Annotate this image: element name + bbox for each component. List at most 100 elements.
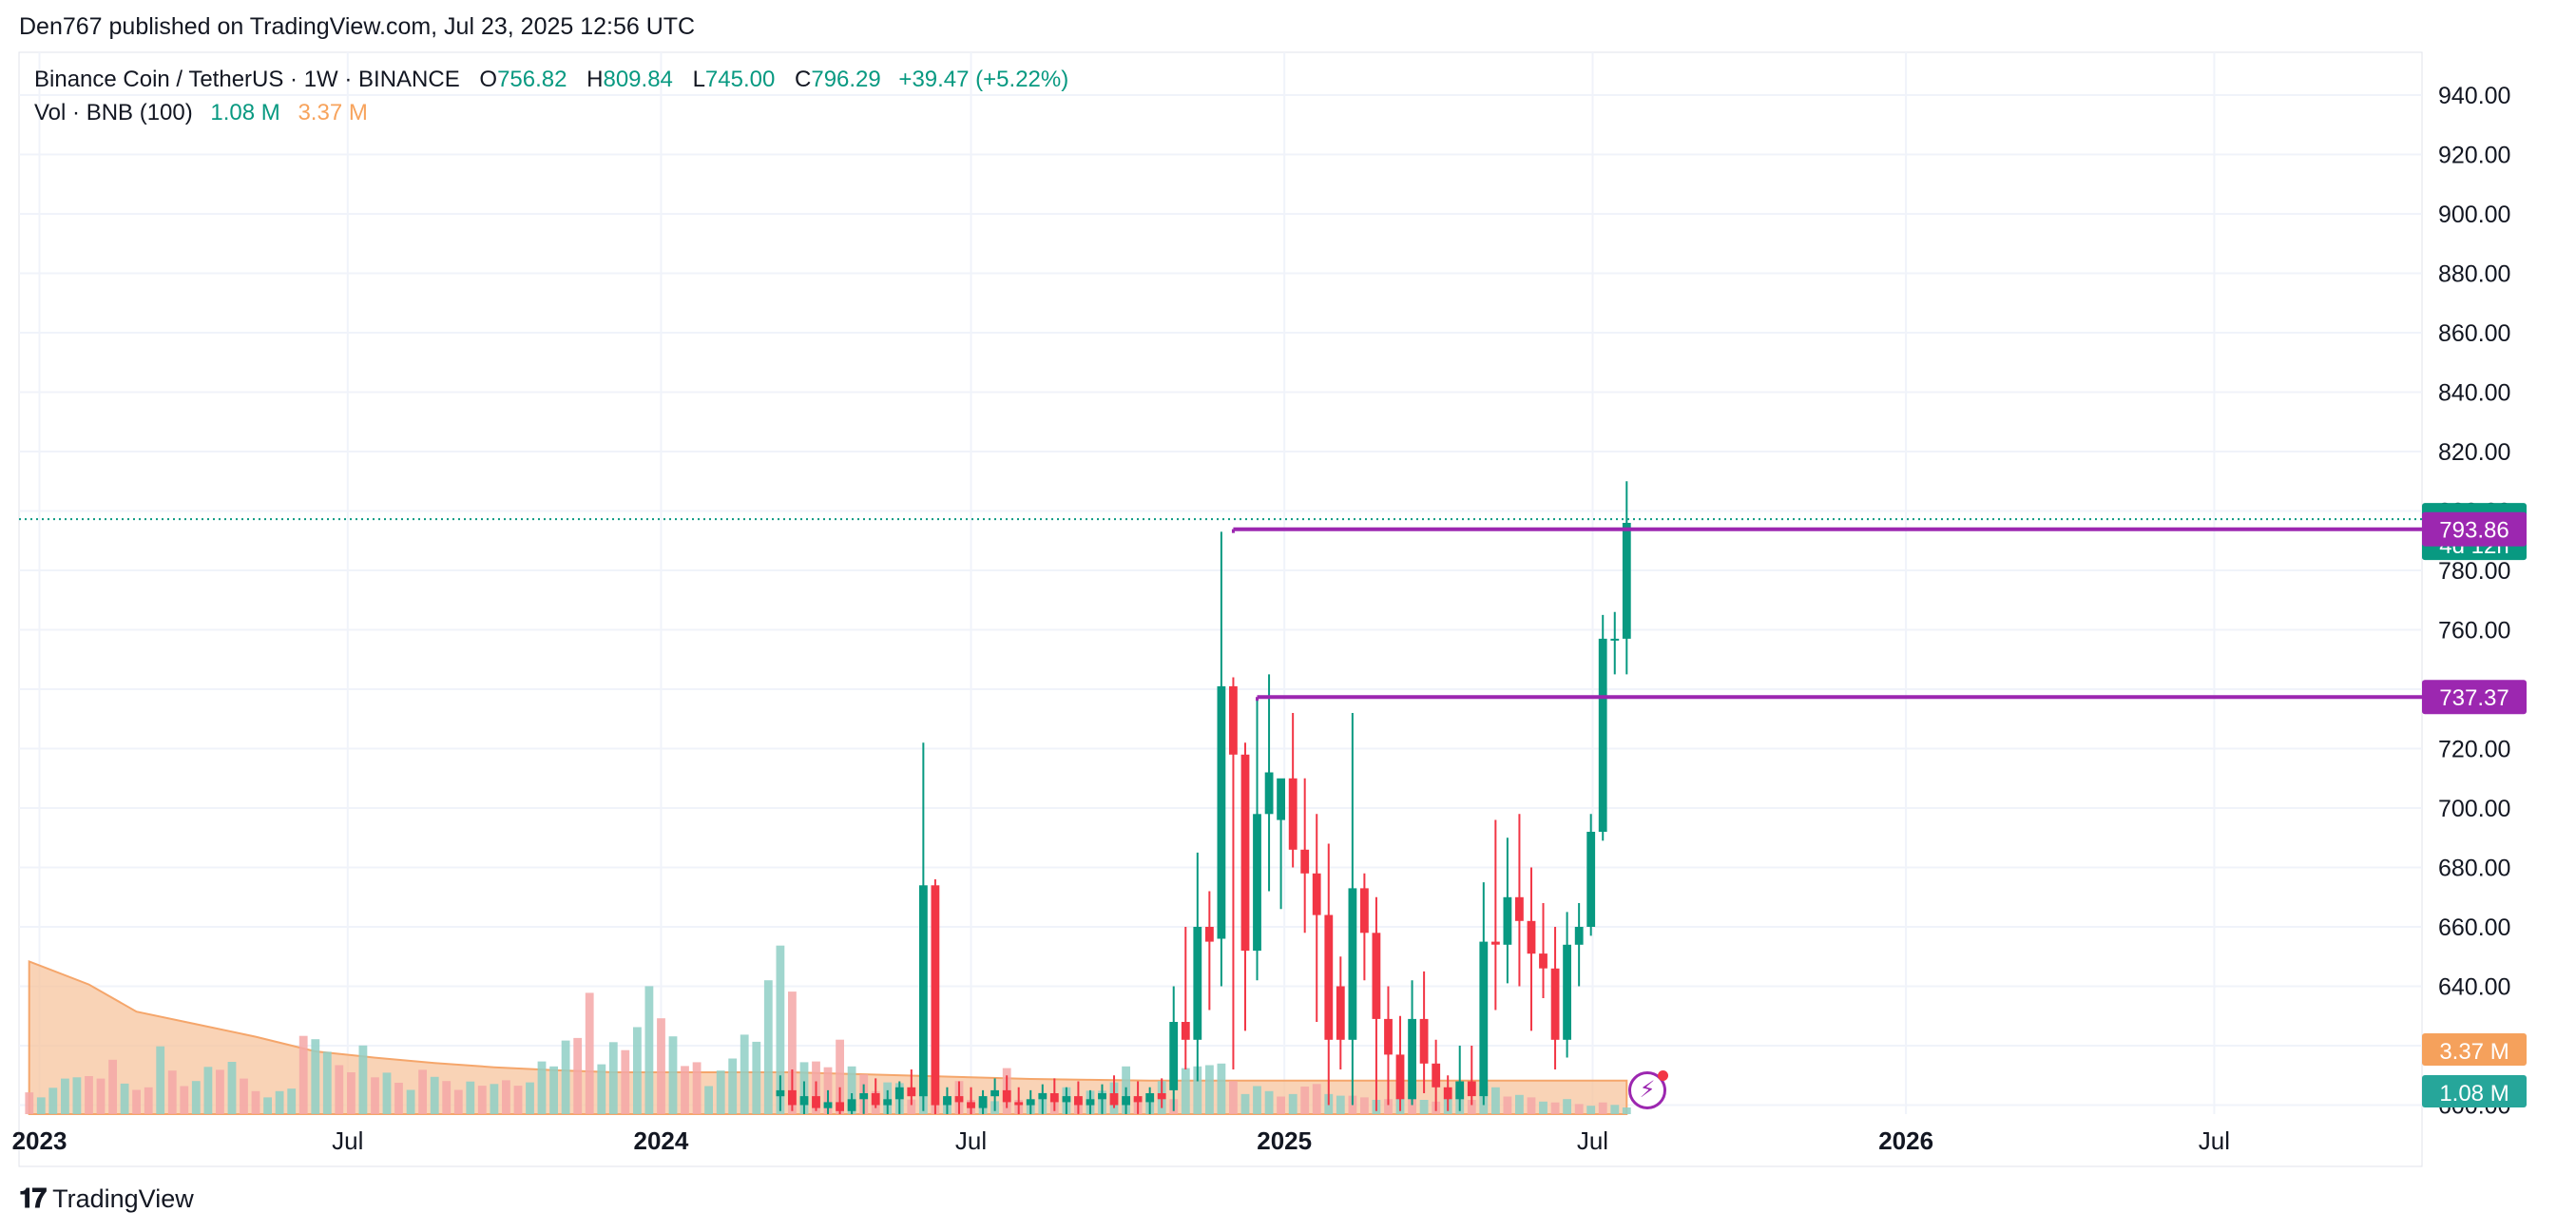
time-tick-label: Jul bbox=[332, 1126, 363, 1155]
candle bbox=[1300, 778, 1310, 934]
time-tick-label: 2025 bbox=[1257, 1126, 1312, 1155]
volume-bar bbox=[180, 1086, 189, 1114]
candle-body bbox=[1133, 1096, 1143, 1103]
candle-body bbox=[1181, 1022, 1190, 1040]
legend-volume-value: 1.08 M bbox=[210, 100, 280, 125]
candle-body bbox=[1300, 849, 1310, 874]
volume-bar bbox=[513, 1086, 523, 1114]
volume-badge-bg bbox=[2422, 1075, 2527, 1107]
legend-volume-row: Vol · BNB (100) 1.08 M 3.37 M bbox=[34, 100, 368, 126]
volume-bar bbox=[108, 1059, 117, 1114]
candle-body bbox=[1264, 772, 1274, 815]
volume-bar bbox=[430, 1076, 439, 1114]
legend-open-value: 756.82 bbox=[497, 67, 567, 92]
candle bbox=[1145, 1087, 1155, 1114]
candle bbox=[1527, 867, 1536, 1031]
volume-bar bbox=[1563, 1099, 1571, 1114]
candle bbox=[823, 1089, 833, 1114]
candle bbox=[967, 1087, 975, 1114]
volume-bar bbox=[453, 1089, 463, 1114]
volume-bar bbox=[752, 1041, 761, 1114]
volume-bar bbox=[347, 1072, 356, 1114]
candle-body bbox=[1348, 888, 1357, 1040]
candle-body bbox=[1395, 1054, 1405, 1100]
candle bbox=[1086, 1089, 1095, 1114]
candle bbox=[1240, 742, 1250, 1031]
level-badge-text: 793.86 bbox=[2439, 518, 2509, 544]
volume-bar bbox=[490, 1084, 499, 1114]
candle-body bbox=[1610, 638, 1620, 641]
candle bbox=[1610, 611, 1620, 675]
volume-bar bbox=[418, 1069, 427, 1114]
volume-bar bbox=[36, 1097, 46, 1114]
candle bbox=[1622, 481, 1631, 675]
candle-body bbox=[847, 1099, 856, 1111]
volume-bar bbox=[191, 1081, 201, 1114]
volume-bar bbox=[668, 1036, 678, 1114]
volume-bar bbox=[287, 1088, 297, 1114]
time-axis[interactable]: 2023 Jul 2024 Jul 2025 Jul 2026 Jul bbox=[12, 1126, 2230, 1155]
volume-bar bbox=[322, 1051, 332, 1114]
candle-body bbox=[990, 1089, 999, 1097]
candle-body bbox=[1467, 1081, 1476, 1097]
candle-body bbox=[1574, 927, 1584, 945]
candle-body bbox=[1109, 1093, 1119, 1106]
price-axis[interactable]: 940.00 920.00 900.00 880.00 860.00 840.00 820.… bbox=[2438, 83, 2510, 1120]
volume-bar bbox=[72, 1077, 82, 1114]
volume-bar bbox=[1217, 1063, 1226, 1114]
volume-bar bbox=[61, 1078, 69, 1114]
price-tick-label: 720.00 bbox=[2438, 737, 2510, 763]
candle-body bbox=[1193, 927, 1202, 1040]
price-tick-label: 820.00 bbox=[2438, 439, 2510, 466]
legend-high-value: 809.84 bbox=[603, 67, 673, 92]
price-tick-label: 700.00 bbox=[2438, 796, 2510, 822]
price-tick-label: 640.00 bbox=[2438, 974, 2510, 1001]
candle-body bbox=[1049, 1093, 1059, 1103]
volume-bar bbox=[251, 1090, 260, 1114]
candle-body bbox=[1503, 896, 1512, 945]
volume-bar bbox=[1288, 1093, 1298, 1114]
horizontal-levels[interactable] bbox=[19, 518, 2422, 702]
candle-body bbox=[871, 1093, 880, 1106]
candle-body bbox=[1539, 953, 1548, 969]
time-tick-label: Jul bbox=[1577, 1126, 1608, 1155]
volume-bar bbox=[132, 1089, 141, 1114]
tradingview-logo[interactable]: 𝟏𝟕 TradingView bbox=[19, 1184, 194, 1215]
volume-bar bbox=[382, 1072, 392, 1114]
volume-bar bbox=[1503, 1096, 1512, 1114]
candle-body bbox=[931, 885, 940, 1106]
legend-low-value: 745.00 bbox=[704, 67, 776, 92]
candle bbox=[776, 1075, 785, 1111]
candle bbox=[1169, 986, 1179, 1111]
volume-bar bbox=[836, 1039, 844, 1114]
volume-bar bbox=[240, 1078, 248, 1114]
candle-body bbox=[1038, 1093, 1048, 1100]
candle bbox=[1360, 873, 1369, 981]
time-tick-label: 2023 bbox=[12, 1126, 67, 1155]
price-tick-label: 840.00 bbox=[2438, 380, 2510, 407]
time-tick-label: Jul bbox=[955, 1126, 987, 1155]
candle bbox=[919, 742, 928, 1111]
volume-bar bbox=[788, 991, 797, 1114]
volume-bar bbox=[298, 1035, 308, 1114]
volume-bar bbox=[1419, 1100, 1429, 1114]
price-tick-label: 940.00 bbox=[2438, 83, 2510, 109]
candle bbox=[799, 1081, 809, 1114]
volume-bar bbox=[1491, 1087, 1500, 1114]
candle bbox=[859, 1084, 869, 1114]
candle-body bbox=[1360, 888, 1369, 934]
candle-body bbox=[1240, 754, 1250, 952]
candle bbox=[1038, 1084, 1048, 1114]
lightning-icon[interactable]: ⚡ bbox=[1628, 1070, 1668, 1109]
candle bbox=[1574, 903, 1584, 987]
candle bbox=[1312, 814, 1321, 1022]
candle-body bbox=[1288, 778, 1298, 850]
candle bbox=[836, 1087, 844, 1114]
candle-body bbox=[1312, 873, 1321, 915]
candle-body bbox=[1014, 1102, 1024, 1106]
candle bbox=[943, 1087, 952, 1114]
candle-body bbox=[943, 1096, 952, 1106]
candle bbox=[1372, 896, 1381, 1111]
volume-bar bbox=[740, 1034, 749, 1114]
